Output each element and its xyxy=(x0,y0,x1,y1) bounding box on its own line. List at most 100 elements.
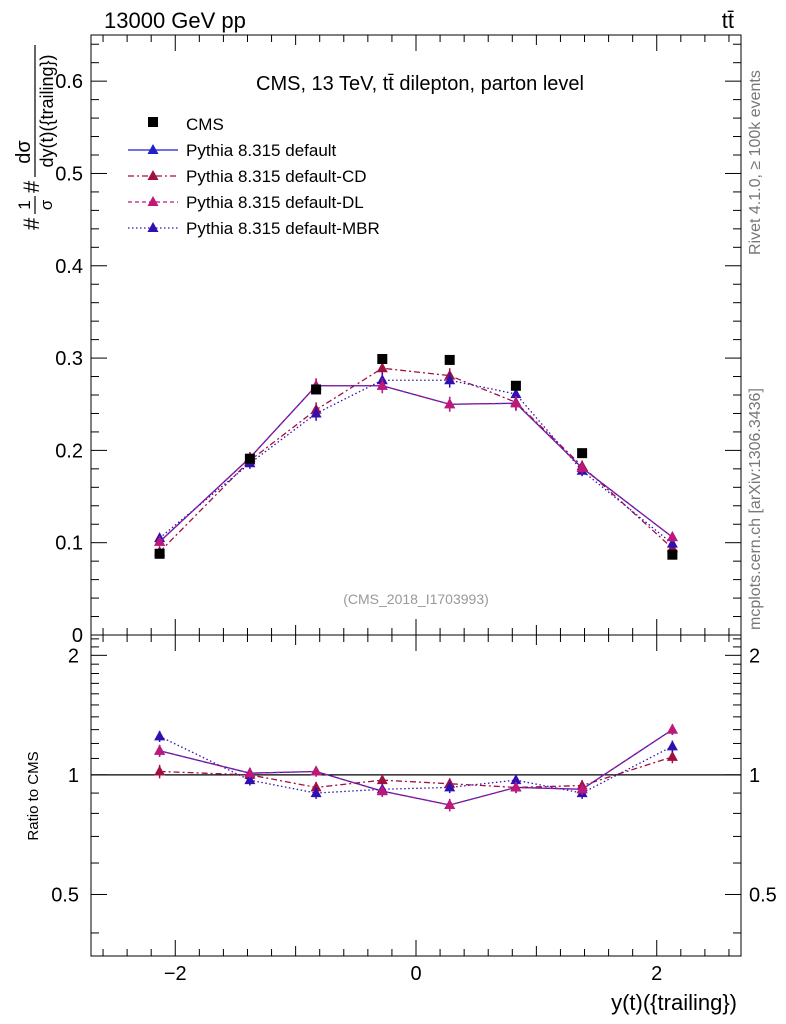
cms-data-point xyxy=(244,453,255,464)
ratio-mbr-point xyxy=(666,740,678,751)
ratio-cd-point xyxy=(310,781,322,792)
cms-data-point xyxy=(667,549,678,560)
main-dl-point xyxy=(510,397,522,408)
main-y-axis-label: # 1 σ # dσ dy(t)({trailing}) xyxy=(13,45,57,230)
legend-cms-label: CMS xyxy=(186,115,224,134)
legend-cms-marker xyxy=(148,117,158,127)
x-tick-label: −2 xyxy=(164,963,187,985)
ratio-dl-point xyxy=(376,785,388,796)
main-panel: 0 0.1 0.2 0.3 0.4 0.5 0.6 CMS, 13 TeV, tt̄ dil… xyxy=(13,34,742,647)
cms-data-point xyxy=(377,354,388,364)
main-mbr-point xyxy=(510,388,522,399)
main-dl-point xyxy=(376,379,388,390)
legend-mbr-label: Pythia 8.315 default-MBR xyxy=(186,219,380,238)
legend-dl-label: Pythia 8.315 default-DL xyxy=(186,193,364,212)
legend-mbr-marker xyxy=(147,222,159,232)
main-y-tick-label: 0.3 xyxy=(55,348,83,370)
legend-cd-label: Pythia 8.315 default-CD xyxy=(186,167,367,186)
ratio-mbr-point xyxy=(444,781,456,792)
main-series-group xyxy=(154,354,678,560)
header-process-label: tt̄ xyxy=(722,8,734,33)
ratio-dl-point xyxy=(576,783,588,794)
rivet-version-label: Rivet 4.1.0, ≥ 100k events xyxy=(747,70,764,255)
ratio-dl-point xyxy=(666,723,678,734)
main-dl-line xyxy=(159,385,673,543)
mcplots-source-label: mcplots.cern.ch [arXiv:1306.3436] xyxy=(747,388,764,630)
ratio-y-tick-label-right: 0.5 xyxy=(749,884,777,906)
ratio-mbr-point xyxy=(154,730,166,741)
cms-data-point xyxy=(510,380,521,391)
ratio-y-tick-label: 0.5 xyxy=(51,884,79,906)
ylabel-hash-mid: # xyxy=(19,180,44,193)
main-mbr-line xyxy=(159,379,673,545)
ratio-dl-point xyxy=(444,798,456,809)
ratio-axis-ticks: 0.5 0.5 1 1 2 2 xyxy=(51,635,777,956)
ratio-mbr-line xyxy=(159,735,673,794)
ylabel-dsigma: dσ xyxy=(13,140,35,164)
ratio-dl-point xyxy=(510,781,522,792)
cms-data-point xyxy=(311,384,322,395)
ratio-cd-point xyxy=(666,750,678,761)
ratio-y-axis-label: Ratio to CMS xyxy=(25,751,42,840)
main-dl-series xyxy=(154,378,678,547)
x-axis-label: y(t)({trailing}) xyxy=(611,990,737,1015)
ratio-cd-point xyxy=(154,765,166,776)
ratio-dl-point xyxy=(310,765,322,776)
main-y-tick-label: 0.4 xyxy=(55,256,83,278)
ratio-default-line xyxy=(159,729,673,806)
x-tick-label: 2 xyxy=(651,963,662,985)
ratio-mbr-point xyxy=(244,774,256,785)
ylabel-denominator: dy(t)({trailing}) xyxy=(37,54,57,167)
main-mbr-point xyxy=(444,374,456,385)
main-dl-point xyxy=(154,535,166,546)
main-mbr-point xyxy=(666,537,678,548)
ratio-mbr-series xyxy=(154,730,678,799)
ylabel-one: 1 xyxy=(15,200,34,209)
ratio-dl-point xyxy=(154,744,166,755)
cms-data-point xyxy=(444,354,455,365)
main-cd-line xyxy=(159,367,673,553)
main-y-tick-label: 0.1 xyxy=(55,533,83,555)
ratio-dl-line xyxy=(159,729,673,806)
main-default-series xyxy=(154,378,678,547)
cms-data-point xyxy=(577,448,588,459)
legend-dl-marker xyxy=(147,196,159,206)
ratio-cd-line xyxy=(159,756,673,789)
ratio-frame xyxy=(90,634,742,957)
ratio-y-tick-label-right: 2 xyxy=(749,645,760,667)
ratio-panel: 0.5 0.5 1 1 2 2 Ratio to CMS xyxy=(25,634,777,957)
legend-cd-marker xyxy=(147,170,159,180)
legend: CMS Pythia 8.315 default Pythia 8.315 de… xyxy=(128,115,380,238)
main-cd-point xyxy=(376,362,388,373)
ratio-series-group xyxy=(154,723,678,812)
ratio-dl-series xyxy=(154,723,678,812)
main-axis-ticks: 0 0.1 0.2 0.3 0.4 0.5 0.6 xyxy=(55,35,741,647)
main-title: CMS, 13 TeV, tt̄ dilepton, parton level xyxy=(256,73,584,95)
main-y-tick-label: 0.6 xyxy=(55,71,83,93)
header-energy-label: 13000 GeV pp xyxy=(104,8,246,33)
analysis-watermark: (CMS_2018_I1703993) xyxy=(343,591,489,607)
main-dl-point xyxy=(576,461,588,472)
ratio-y-tick-label: 1 xyxy=(68,765,79,787)
ylabel-hash-left: # xyxy=(19,217,44,230)
ratio-mbr-point xyxy=(310,787,322,798)
main-dl-point xyxy=(444,398,456,409)
ratio-mbr-point xyxy=(510,774,522,785)
ratio-y-tick-label-right: 1 xyxy=(749,765,760,787)
ratio-y-tick-label: 2 xyxy=(68,645,79,667)
ratio-dl-point xyxy=(244,767,256,778)
main-mbr-series xyxy=(154,372,678,549)
main-y-tick-label: 0.2 xyxy=(55,440,83,462)
main-mbr-point xyxy=(310,407,322,418)
main-dl-point xyxy=(666,531,678,542)
main-default-line xyxy=(159,385,673,543)
cms-data-point xyxy=(154,548,165,559)
x-tick-label: 0 xyxy=(410,963,421,985)
main-y-tick-label: 0.5 xyxy=(55,163,83,185)
legend-default-marker xyxy=(147,144,159,154)
main-y-tick-label: 0 xyxy=(72,625,83,647)
legend-default-label: Pythia 8.315 default xyxy=(186,141,337,160)
main-cd-series xyxy=(154,360,678,557)
ylabel-sigma: σ xyxy=(37,199,56,210)
